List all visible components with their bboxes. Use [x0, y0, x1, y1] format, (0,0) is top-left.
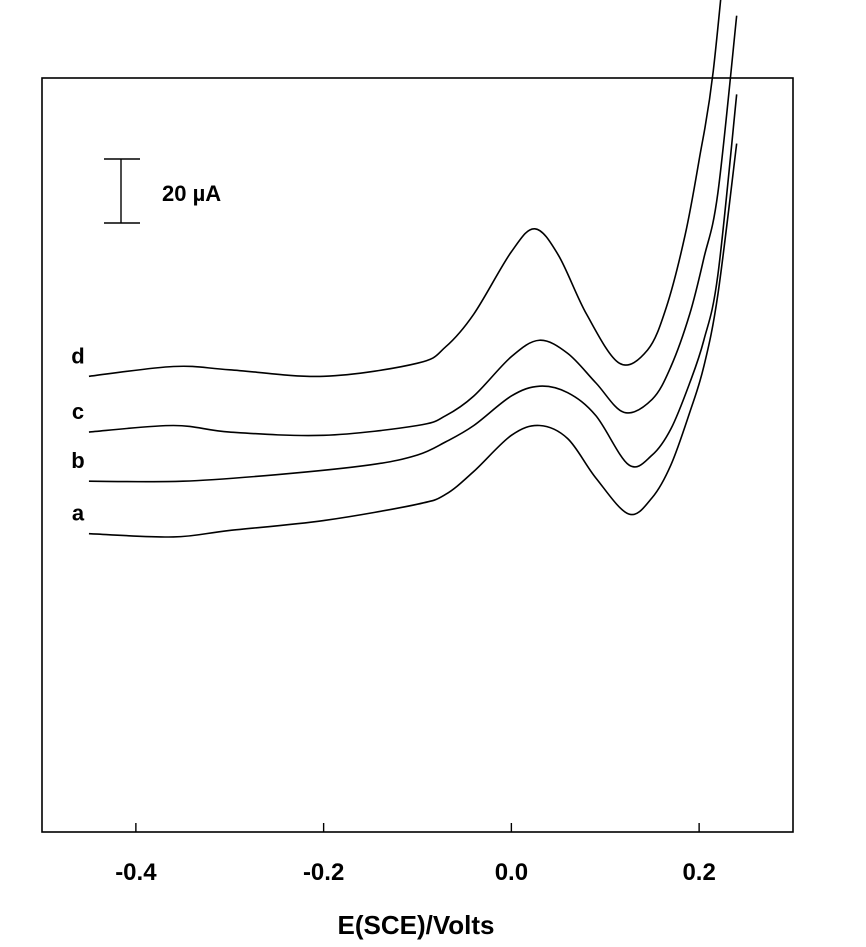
curve-c: [88, 15, 738, 437]
curve-label-c: c: [72, 399, 84, 424]
curve-label-d: d: [71, 343, 84, 368]
curve-a: [88, 143, 738, 538]
curve-d: [88, 0, 722, 378]
x-tick-label: 0.0: [495, 859, 528, 886]
scale-bar-label: 20 µA: [162, 181, 221, 206]
curve-labels-group: a bc d: [71, 343, 85, 525]
curves-group: [88, 0, 738, 538]
x-axis-title: E(SCE)/Volts: [338, 910, 495, 940]
x-axis-ticks: -0.4 -0.2 0.0 0.2: [115, 823, 716, 886]
x-tick-label: -0.2: [303, 859, 344, 886]
x-tick-label: 0.2: [682, 859, 715, 886]
plot-frame: [41, 77, 794, 833]
curve-label-a: a: [72, 501, 85, 526]
curve-label-b: b: [71, 448, 84, 473]
curve-b: [88, 94, 738, 483]
scale-bar: 20 µA: [104, 158, 221, 224]
x-tick-label: -0.4: [115, 859, 157, 886]
